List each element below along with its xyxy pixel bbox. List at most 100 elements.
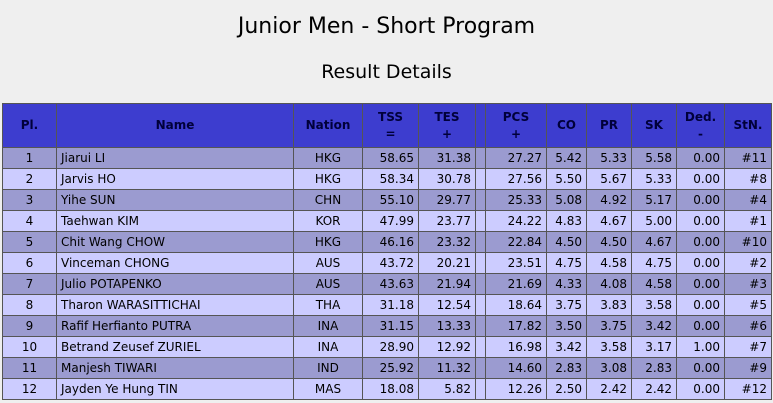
cell: Jiarui LI	[56, 147, 294, 169]
cell: 31.15	[362, 315, 419, 337]
cell: #11	[724, 147, 772, 169]
header-label: TSS	[378, 109, 403, 124]
cell: 27.56	[485, 168, 547, 190]
header-label: PCS	[502, 109, 530, 124]
cell: #10	[724, 231, 772, 253]
column-header: SK	[631, 103, 677, 148]
cell: #12	[724, 378, 772, 400]
result-row: 12 Jayden Ye Hung TIN MAS 18.08 5.82 12.26 2.5…	[2, 378, 772, 400]
header-label: TES	[434, 109, 460, 124]
column-header: Ded. -	[676, 103, 725, 148]
cell: 0.00	[676, 168, 725, 190]
title: Junior Men - Short Program	[237, 14, 536, 39]
column-header: CO	[546, 103, 587, 148]
cell: 10	[2, 336, 57, 358]
cell: 0.00	[676, 315, 725, 337]
cell: 31.38	[418, 147, 476, 169]
cell: 31.18	[362, 294, 419, 316]
cell: 0.00	[676, 210, 725, 232]
cell: 16.98	[485, 336, 547, 358]
cell: 55.10	[362, 189, 419, 211]
cell: 3.08	[586, 357, 632, 379]
results-table: Pl. Name Nation TSS = TES + PCS + CO PR SK Ded. - StN.…	[2, 103, 772, 400]
cell: 3.17	[631, 336, 677, 358]
cell: 25.92	[362, 357, 419, 379]
cell: 27.27	[485, 147, 547, 169]
cell: 0.00	[676, 378, 725, 400]
cell: 21.69	[485, 273, 547, 295]
cell: 2.83	[546, 357, 587, 379]
cell: 3.50	[546, 315, 587, 337]
cell: INA	[293, 336, 363, 358]
cell: THA	[293, 294, 363, 316]
cell: 0.00	[676, 252, 725, 274]
cell: 4.58	[586, 252, 632, 274]
header-row: Pl. Name Nation TSS = TES + PCS + CO PR SK Ded. - StN.	[2, 103, 772, 148]
spacer-cell	[475, 147, 486, 169]
cell: 3.58	[586, 336, 632, 358]
cell: Betrand Zeusef ZURIEL	[56, 336, 294, 358]
cell: 30.78	[418, 168, 476, 190]
cell: 2.83	[631, 357, 677, 379]
cell: 0.00	[676, 147, 725, 169]
result-row: 8 Tharon WARASITTICHAI THA 31.18 12.54 18.64 3…	[2, 294, 772, 316]
cell: 5.42	[546, 147, 587, 169]
cell: #4	[724, 189, 772, 211]
cell: #7	[724, 336, 772, 358]
header-sign: =	[385, 126, 396, 141]
cell: 5.58	[631, 147, 677, 169]
cell: 18.08	[362, 378, 419, 400]
cell: 12.54	[418, 294, 476, 316]
cell: 14.60	[485, 357, 547, 379]
cell: 58.65	[362, 147, 419, 169]
cell: 4.58	[631, 273, 677, 295]
cell: 3.42	[546, 336, 587, 358]
cell: 3.75	[586, 315, 632, 337]
cell: 4.33	[546, 273, 587, 295]
column-header: Nation	[293, 103, 363, 148]
cell: 4.67	[586, 210, 632, 232]
cell: Tharon WARASITTICHAI	[56, 294, 294, 316]
result-row: 2 Jarvis HO HKG 58.34 30.78 27.56 5.50 5.67 5.33…	[2, 168, 772, 190]
cell: Yihe SUN	[56, 189, 294, 211]
cell: 0.00	[676, 189, 725, 211]
spacer-cell	[475, 315, 486, 337]
spacer-cell	[475, 231, 486, 253]
cell: 3.58	[631, 294, 677, 316]
spacer-cell	[475, 189, 486, 211]
cell: 6	[2, 252, 57, 274]
spacer-cell	[475, 252, 486, 274]
cell: 20.21	[418, 252, 476, 274]
cell: 22.84	[485, 231, 547, 253]
cell: AUS	[293, 273, 363, 295]
cell: Jarvis HO	[56, 168, 294, 190]
cell: 0.00	[676, 231, 725, 253]
cell: Rafif Herfianto PUTRA	[56, 315, 294, 337]
result-row: 4 Taehwan KIM KOR 47.99 23.77 24.22 4.83 4.67 5.…	[2, 210, 772, 232]
cell: #6	[724, 315, 772, 337]
result-row: 5 Chit Wang CHOW HKG 46.16 23.32 22.84 4.50 4.5…	[2, 231, 772, 253]
cell: 5.17	[631, 189, 677, 211]
cell: 4.50	[546, 231, 587, 253]
column-header: PCS +	[485, 103, 547, 148]
cell: HKG	[293, 168, 363, 190]
cell: 5.33	[586, 147, 632, 169]
cell: 2.50	[546, 378, 587, 400]
cell: 5.67	[586, 168, 632, 190]
cell: 46.16	[362, 231, 419, 253]
cell: 3.42	[631, 315, 677, 337]
cell: 28.90	[362, 336, 419, 358]
cell: HKG	[293, 231, 363, 253]
header-sign: -	[698, 126, 703, 141]
table-body: 1 Jiarui LI HKG 58.65 31.38 27.27 5.42 5.33 5.58…	[2, 147, 772, 400]
cell: 5.00	[631, 210, 677, 232]
cell: Julio POTAPENKO	[56, 273, 294, 295]
result-row: 6 Vinceman CHONG AUS 43.72 20.21 23.51 4.75 4.5…	[2, 252, 772, 274]
cell: INA	[293, 315, 363, 337]
spacer-cell	[475, 357, 486, 379]
header-label: Ded.	[684, 109, 717, 124]
cell: Chit Wang CHOW	[56, 231, 294, 253]
column-header	[475, 103, 486, 148]
cell: Vinceman CHONG	[56, 252, 294, 274]
cell: 3	[2, 189, 57, 211]
